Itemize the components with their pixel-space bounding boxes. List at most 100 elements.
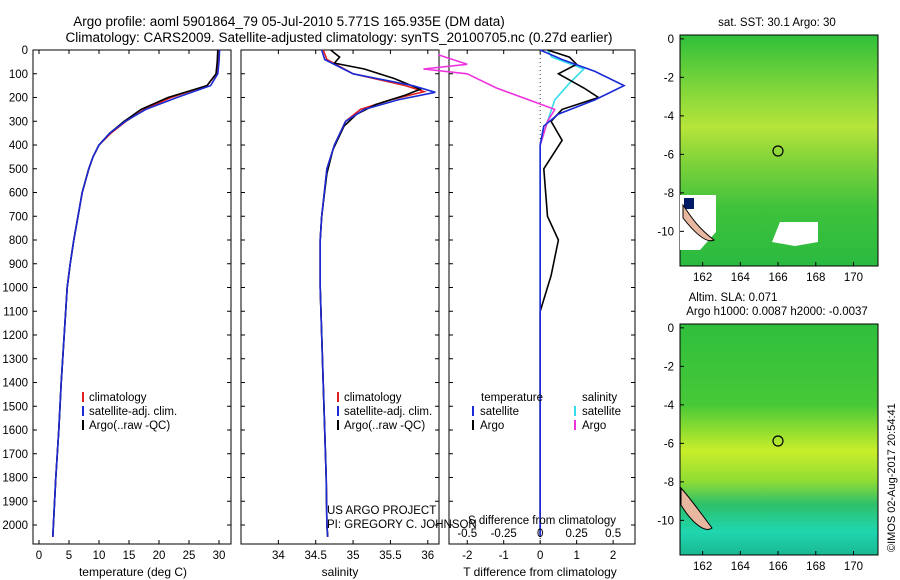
- map-y-tick-label: -4: [664, 400, 675, 412]
- depth-tick-label: 1800: [2, 473, 28, 485]
- depth-tick-label: 2000: [2, 520, 28, 532]
- legend-label-satellite: satellite-adj. clim.: [344, 406, 432, 418]
- map-y-tick-label: -8: [664, 188, 674, 200]
- depth-tick-label: 900: [9, 259, 28, 271]
- legend-label-t-argo: Argo: [480, 420, 504, 432]
- depth-tick-label: 0: [22, 45, 28, 57]
- sla-map-title-line2: Argo h1000: 0.0087 h2000: -0.0037: [686, 306, 868, 318]
- temperature-argo-line: [52, 49, 219, 537]
- map-x-tick-label: 168: [806, 561, 825, 573]
- sst-cold-cell: [684, 198, 694, 209]
- legend-label-argo: Argo(..raw -QC): [344, 420, 425, 432]
- temperature-climatology-line: [52, 49, 220, 537]
- salinity-argo-line: [319, 49, 423, 537]
- temperature-panel-frame: [32, 49, 232, 545]
- sla-field: [680, 324, 878, 555]
- depth-tick-label: 1700: [2, 449, 28, 461]
- x-tick-label: 35: [347, 550, 360, 562]
- map-y-tick-label: -2: [664, 72, 674, 84]
- map-x-tick-label: 162: [693, 272, 712, 284]
- depth-tick-label: 1300: [2, 354, 28, 366]
- t-difference-x-label: T difference from climatology: [463, 565, 617, 579]
- x-tick-label: -2: [462, 550, 472, 562]
- salinity-legend: climatology satellite-adj. clim. Argo(..…: [337, 392, 432, 432]
- difference-t-satellite-line: [539, 49, 626, 537]
- map-y-tick-label: -10: [657, 226, 674, 238]
- legend-label-argo: Argo(..raw -QC): [89, 420, 170, 432]
- map-x-tick-label: 168: [806, 272, 825, 284]
- sst-argo-location-marker: [772, 145, 784, 157]
- depth-tick-label: 1000: [2, 283, 28, 295]
- s-tick-label: -0.5: [457, 528, 477, 540]
- x-tick-label: 34: [272, 550, 285, 562]
- legend-label-climatology: climatology: [344, 392, 402, 404]
- sst-map: [679, 34, 879, 267]
- profile-plots: [33, 49, 635, 544]
- sst-map-frame: [679, 34, 879, 267]
- s-tick-label: -0.25: [491, 528, 517, 540]
- x-tick-label: 20: [153, 550, 166, 562]
- map-y-tick-label: -2: [664, 361, 674, 373]
- map-x-tick-label: 162: [693, 561, 712, 573]
- x-tick-label: 10: [93, 550, 106, 562]
- sst-map-title: sat. SST: 30.1 Argo: 30: [718, 17, 836, 29]
- map-y-tick-label: -6: [664, 438, 674, 450]
- map-y-tick-label: -6: [664, 149, 674, 161]
- x-tick-label: 1: [573, 550, 579, 562]
- s-tick-label: 0: [537, 528, 543, 540]
- depth-tick-label: 1400: [2, 378, 28, 390]
- difference-legend: temperature satellite Argo salinity sate…: [472, 392, 621, 432]
- legend-label-s-argo: Argo: [582, 420, 606, 432]
- difference-t-argo-line: [539, 49, 601, 537]
- map-y-tick-label: -10: [657, 515, 674, 527]
- depth-tick-label: 100: [9, 69, 28, 81]
- sla-argo-location-marker: [772, 435, 784, 447]
- x-tick-label: 36: [421, 550, 434, 562]
- depth-tick-label: 300: [9, 116, 28, 128]
- depth-tick-label: 1600: [2, 425, 28, 437]
- legend-label-satellite: satellite-adj. clim.: [89, 406, 177, 418]
- difference-s-argo-line: [423, 54, 556, 537]
- depth-tick-label: 1500: [2, 401, 28, 413]
- legend-title-temperature: temperature: [481, 392, 543, 404]
- legend-label-s-satellite: satellite: [582, 406, 621, 418]
- map-x-tick-label: 166: [768, 272, 787, 284]
- imos-timestamp: ©IMOS 02-Aug-2017 20:54:41: [886, 403, 898, 552]
- salinity-x-label: salinity: [322, 565, 359, 579]
- temperature-x-label: temperature (deg C): [79, 565, 187, 579]
- map-y-tick-label: -8: [664, 477, 674, 489]
- map-y-tick-label: 0: [668, 34, 674, 46]
- salinity-climatology-line: [319, 49, 428, 537]
- figure-title-line2: Climatology: CARS2009. Satellite-adjuste…: [65, 30, 612, 45]
- x-tick-label: -1: [499, 550, 509, 562]
- difference-panel-frame: [448, 49, 636, 545]
- sla-map-frame: [679, 323, 879, 556]
- x-tick-label: 0: [36, 550, 42, 562]
- temperature-legend: climatology satellite-adj. clim. Argo(..…: [82, 392, 177, 432]
- sst-island: [682, 203, 715, 242]
- s-tick-label: 0.5: [605, 528, 621, 540]
- map-y-tick-label: -4: [664, 111, 675, 123]
- x-tick-label: 5: [66, 550, 72, 562]
- x-tick-label: 15: [123, 550, 136, 562]
- sla-map: [679, 323, 879, 556]
- x-tick-label: 0: [537, 550, 543, 562]
- depth-tick-label: 600: [9, 188, 28, 200]
- depth-tick-label: 1100: [3, 306, 28, 318]
- depth-tick-label: 1200: [2, 330, 28, 342]
- legend-label-climatology: climatology: [89, 392, 147, 404]
- figure-title-line1: Argo profile: aoml 5901864_79 05-Jul-201…: [73, 14, 505, 29]
- depth-tick-label: 500: [9, 164, 28, 176]
- map-y-tick-label: 0: [668, 323, 674, 335]
- depth-tick-label: 1900: [2, 496, 28, 508]
- legend-label-t-satellite: satellite: [480, 406, 519, 418]
- x-tick-label: 34.5: [305, 550, 327, 562]
- map-x-tick-label: 164: [731, 272, 751, 284]
- map-x-tick-label: 166: [768, 561, 787, 573]
- salinity-panel-frame: [240, 49, 440, 545]
- depth-tick-label: 700: [9, 211, 28, 223]
- map-x-tick-label: 170: [844, 272, 863, 284]
- project-annotation: US ARGO PROJECT: [327, 505, 436, 517]
- sla-map-title-line1: Altim. SLA: 0.071: [689, 292, 778, 304]
